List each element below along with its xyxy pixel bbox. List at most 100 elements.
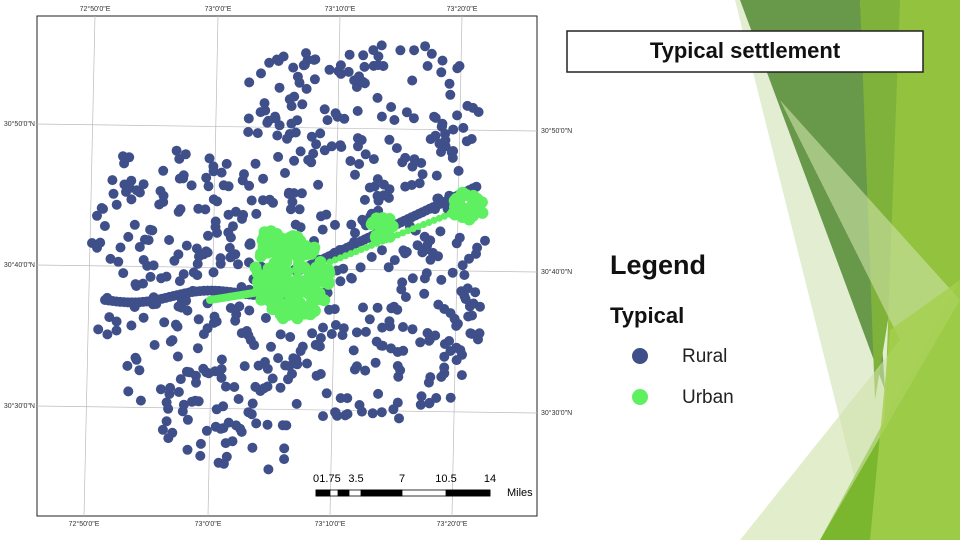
rural-point <box>105 253 116 264</box>
rural-point <box>456 370 467 381</box>
urban-point <box>303 243 316 255</box>
rural-point <box>155 384 166 395</box>
rural-point <box>373 195 384 206</box>
urban-point <box>263 285 276 298</box>
scale-bar-segment <box>337 489 350 497</box>
rural-point <box>200 204 211 215</box>
rural-point <box>330 108 341 119</box>
urban-point <box>274 308 287 321</box>
rural-point <box>295 222 306 233</box>
rural-point <box>275 382 286 393</box>
rural-point <box>188 267 199 278</box>
graticule-label: 73°0'0"E <box>195 520 222 528</box>
rural-point <box>264 57 275 68</box>
rural-point <box>250 158 261 169</box>
urban-point <box>253 275 266 288</box>
rural-point <box>273 353 284 364</box>
rural-point <box>407 161 418 172</box>
rural-point <box>335 276 346 287</box>
rural-point <box>377 340 388 351</box>
rural-point <box>172 351 183 362</box>
rural-point <box>228 221 238 232</box>
rural-point <box>379 179 389 190</box>
rural-point <box>436 147 446 157</box>
rural-point <box>350 169 360 180</box>
rural-point <box>294 204 305 215</box>
rural-point <box>243 113 254 124</box>
rural-point <box>204 153 215 164</box>
rural-point <box>111 325 122 336</box>
rural-point <box>354 159 365 169</box>
graticule-label: 30°40'0"N <box>4 261 35 269</box>
rural-point <box>470 287 481 298</box>
rural-point <box>407 75 418 86</box>
urban-point <box>263 265 276 277</box>
rural-point <box>388 404 399 415</box>
rural-point <box>319 145 330 156</box>
rural-point <box>317 224 328 235</box>
rural-point <box>344 49 355 60</box>
rural-point <box>247 398 258 409</box>
rural-point <box>457 349 467 360</box>
rural-point <box>263 464 274 475</box>
rural-point <box>230 315 241 326</box>
rural-point <box>458 122 469 133</box>
scale-label: 10.5 <box>435 473 456 485</box>
rural-point <box>280 168 290 178</box>
rural-point <box>307 328 318 339</box>
scale-unit: Miles <box>507 487 533 499</box>
rural-point <box>284 94 295 105</box>
graticule-line <box>451 15 463 517</box>
rural-point <box>377 245 387 256</box>
rural-point <box>425 254 436 265</box>
rural-point <box>435 226 446 237</box>
rural-point <box>243 127 254 137</box>
rural-point <box>178 269 189 280</box>
rural-point <box>318 322 328 333</box>
rural-point <box>392 304 403 315</box>
graticule-line <box>36 405 538 414</box>
decor-shape <box>870 280 960 540</box>
rural-point <box>273 151 284 162</box>
rural-point <box>398 245 409 256</box>
rural-point <box>192 258 203 269</box>
rural-point <box>466 328 477 339</box>
rural-point <box>448 124 459 135</box>
graticule-label: 30°50'0"N <box>4 120 35 128</box>
rural-point <box>419 288 430 299</box>
rural-point <box>182 444 193 455</box>
rural-point <box>459 270 470 280</box>
rural-point <box>368 154 379 165</box>
urban-point <box>254 288 262 297</box>
rural-point <box>256 68 266 79</box>
rural-point <box>198 329 209 340</box>
rural-point <box>239 361 250 372</box>
urban-point <box>307 305 320 318</box>
rural-point <box>415 399 426 410</box>
rural-point <box>216 364 227 374</box>
rural-point <box>213 457 224 468</box>
scale-label: 14 <box>484 473 496 485</box>
rural-point <box>345 156 356 166</box>
rural-point <box>274 120 285 131</box>
rural-point <box>342 409 353 419</box>
rural-point <box>198 249 209 260</box>
rural-point <box>431 393 442 403</box>
rural-point <box>360 326 371 337</box>
rural-point <box>191 243 202 254</box>
rural-point <box>175 374 186 385</box>
rural-point <box>326 329 337 339</box>
rural-point <box>193 314 204 325</box>
rural-point <box>190 370 201 381</box>
rural-point <box>288 62 299 73</box>
rural-point <box>423 377 434 388</box>
rural-point <box>138 312 149 323</box>
rural-point <box>285 332 296 342</box>
rural-point <box>216 354 227 365</box>
rural-point <box>104 312 115 323</box>
rural-point <box>439 351 450 362</box>
rural-point <box>324 64 335 75</box>
urban-point <box>304 289 317 302</box>
rural-point <box>335 393 346 404</box>
scale-bar-segment <box>445 489 491 497</box>
